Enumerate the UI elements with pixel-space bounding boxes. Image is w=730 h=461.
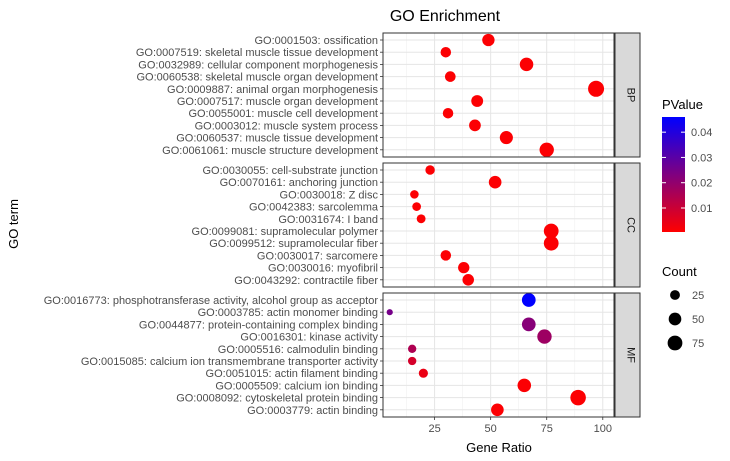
panel-border: [382, 162, 615, 288]
panel-border: [382, 292, 615, 418]
data-point: [521, 293, 536, 307]
count-legend-label: 25: [692, 290, 704, 302]
facet-strip-label: BP: [625, 88, 637, 103]
y-tick-label: GO:0008092: cytoskeletal protein binding: [176, 393, 378, 405]
x-tick-label: 75: [541, 423, 553, 435]
x-tick-label: 50: [485, 423, 497, 435]
data-point: [517, 378, 532, 393]
facet-strip: [614, 292, 641, 418]
data-point: [471, 95, 484, 107]
panel-border: [382, 32, 615, 158]
count-legend-key: [670, 290, 680, 300]
y-tick-label: GO:0032989: cellular component morphogen…: [138, 59, 378, 71]
count-legend-label: 50: [692, 314, 704, 326]
data-point: [491, 403, 504, 417]
count-legend-label: 75: [692, 338, 704, 350]
y-tick-label: GO:0070161: anchoring junction: [220, 177, 378, 189]
data-point: [488, 175, 502, 189]
y-tick-label: GO:0030018: Z disc: [280, 189, 379, 201]
colorbar-tick-label: 0.01: [691, 203, 712, 215]
y-tick-label: GO:0099512: supramolecular fiber: [209, 238, 378, 250]
y-tick-label: GO:0031674: I band: [278, 214, 378, 226]
pvalue-legend: PValue 0.01 0.02 0.03 0.04: [662, 97, 712, 232]
facet-strip-label: MF: [625, 347, 637, 363]
count-legend-key: [668, 312, 682, 326]
data-point: [570, 389, 586, 406]
data-point: [521, 317, 536, 332]
y-tick-label: GO:0030055: cell-substrate junction: [203, 165, 379, 177]
colorbar-tick-label: 0.04: [691, 127, 712, 139]
colorbar-tick-label: 0.02: [691, 178, 712, 190]
facet-panel-mf: GO:0016773: phosphotransferase activity,…: [44, 292, 641, 418]
data-point: [416, 214, 426, 224]
y-tick-label: GO:0001503: ossification: [254, 35, 378, 47]
data-point: [412, 202, 421, 211]
y-tick-label: GO:0043292: contractile fiber: [234, 275, 378, 287]
y-tick-label: GO:0009887: animal organ morphogenesis: [167, 84, 378, 96]
x-axis-title: Gene Ratio: [466, 440, 532, 455]
data-point: [440, 250, 452, 261]
y-tick-label: GO:0051015: actin filament binding: [206, 368, 378, 380]
facet-strip: [614, 32, 641, 158]
data-point: [458, 261, 470, 274]
data-point: [407, 344, 417, 353]
data-point: [482, 33, 495, 47]
data-point: [539, 142, 554, 157]
count-legend: Count 25 50 75: [662, 264, 704, 351]
count-legend-title: Count: [662, 264, 697, 279]
y-tick-label: GO:0055001: muscle cell development: [188, 108, 378, 120]
data-point: [469, 119, 481, 132]
y-tick-label: GO:0003785: actin monomer binding: [198, 307, 378, 319]
y-tick-label: GO:0005509: calcium ion binding: [215, 380, 378, 392]
y-tick-label: GO:0060537: muscle tissue development: [176, 133, 378, 145]
data-point: [442, 107, 454, 119]
data-point: [543, 223, 559, 239]
y-tick-label: GO:0007517: muscle organ development: [177, 96, 378, 108]
y-tick-label: GO:0030016: myofibril: [268, 263, 378, 275]
data-point: [418, 368, 428, 378]
x-tick-label: 100: [594, 423, 612, 435]
y-tick-label: GO:0005516: calmodulin binding: [218, 344, 378, 356]
data-point: [444, 71, 456, 82]
y-tick-label: GO:0030017: sarcomere: [257, 250, 378, 262]
y-tick-label: GO:0099081: supramolecular polymer: [192, 226, 379, 238]
y-tick-label: GO:0061061: muscle structure development: [162, 145, 378, 157]
y-tick-label: GO:0016773: phosphotransferase activity,…: [44, 295, 379, 307]
y-tick-label: GO:0003779: actin binding: [247, 405, 378, 417]
data-point: [519, 57, 534, 72]
panel-background: [383, 33, 614, 157]
data-point: [543, 235, 559, 251]
data-point: [537, 329, 552, 344]
y-axis-title: GO term: [6, 199, 21, 249]
data-point: [407, 356, 417, 366]
x-tick-label: 25: [428, 423, 440, 435]
y-tick-label: GO:0044877: protein-containing complex b…: [139, 319, 378, 331]
y-tick-label: GO:0060538: skeletal muscle organ develo…: [136, 72, 378, 84]
data-point: [386, 309, 393, 316]
y-tick-label: GO:0003012: muscle system process: [195, 120, 379, 132]
chart-title: GO Enrichment: [390, 8, 501, 25]
facet-strip-label: CC: [625, 217, 637, 233]
facet-panel-cc: GO:0030055: cell-substrate junctionGO:00…: [192, 162, 641, 288]
data-point: [410, 190, 419, 199]
x-axis: 25 50 75 100: [428, 417, 612, 435]
pvalue-colorbar: [662, 117, 685, 232]
data-point: [425, 165, 435, 175]
facet-strip: [614, 162, 641, 288]
y-tick-label: GO:0042383: sarcolemma: [249, 202, 379, 214]
count-legend-key: [667, 335, 683, 351]
y-tick-label: GO:0016301: kinase activity: [240, 332, 378, 344]
data-point: [462, 274, 474, 286]
colorbar-tick-label: 0.03: [691, 152, 712, 164]
data-point: [588, 80, 605, 97]
y-tick-label: GO:0007519: skeletal muscle tissue devel…: [136, 47, 378, 59]
data-point: [440, 46, 452, 58]
data-point: [499, 131, 513, 145]
pvalue-legend-title: PValue: [662, 97, 703, 112]
y-tick-label: GO:0015085: calcium ion transmembrane tr…: [81, 356, 379, 368]
